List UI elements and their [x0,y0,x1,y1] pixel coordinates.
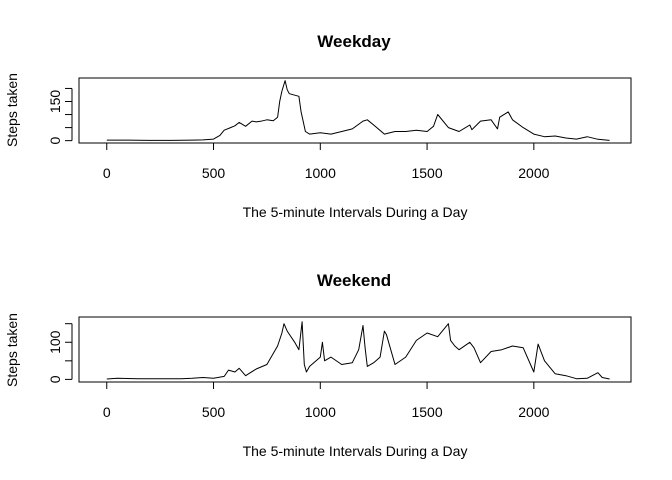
weekend-x-tick-label: 2000 [518,404,549,420]
weekend-y-tick-label: 0 [47,375,63,383]
weekday-x-tick-label: 0 [103,165,111,181]
weekend-x-tick-label: 0 [103,404,111,420]
weekend-x-axis-label: The 5-minute Intervals During a Day [243,443,468,459]
weekend-plot-frame [78,316,632,383]
weekend-title: Weekend [317,271,391,290]
weekday-y-tick-label: 150 [47,90,63,114]
weekday-x-tick-label: 2000 [518,165,549,181]
weekend-x-tick-label: 1000 [305,404,336,420]
weekday-panel: Weekday 0 500 1000 1500 2000 0 150 The 5-minu… [4,32,632,220]
weekend-y-tick-label: 100 [47,330,63,354]
weekday-y-tick-label: 0 [47,137,63,145]
weekend-panel: Weekend 0 500 1000 1500 2000 0 100 The 5-minu… [4,271,632,459]
weekend-x-tick-label: 500 [202,404,226,420]
weekday-y-axis-label: Steps taken [4,73,20,147]
weekend-y-axis: 0 100 [47,323,73,383]
weekday-x-tick-label: 500 [202,165,226,181]
weekend-y-axis-label: Steps taken [4,313,20,387]
weekend-x-axis: 0 500 1000 1500 2000 [103,381,550,420]
weekday-series-line [106,80,610,141]
weekend-series-line [106,321,610,380]
weekday-y-axis: 0 150 [47,87,73,145]
weekday-x-tick-label: 1000 [305,165,336,181]
weekday-series [106,80,610,141]
weekday-x-axis-label: The 5-minute Intervals During a Day [243,204,468,220]
weekend-series [106,321,610,380]
weekend-x-tick-label: 1500 [411,404,442,420]
weekday-x-axis: 0 500 1000 1500 2000 [103,142,550,181]
weekday-x-tick-label: 1500 [411,165,442,181]
weekday-plot-frame [78,77,632,144]
weekday-title: Weekday [317,32,391,51]
